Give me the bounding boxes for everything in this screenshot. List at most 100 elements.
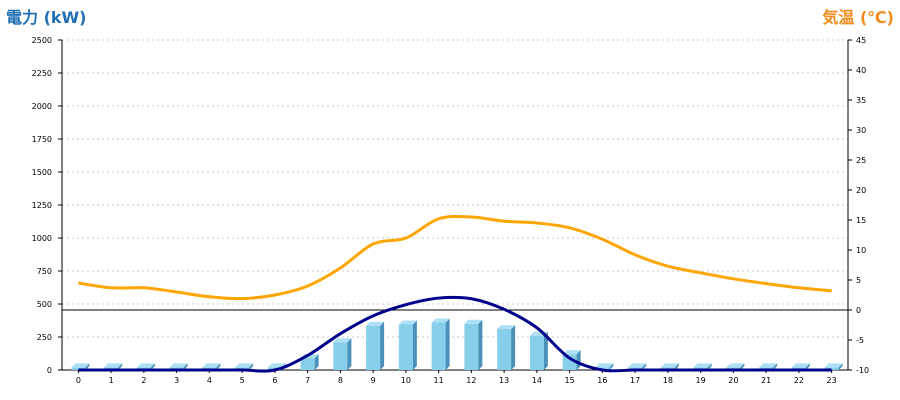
bar-top	[169, 363, 188, 368]
bar-side	[347, 338, 352, 370]
x-tick-label: 20	[728, 376, 738, 385]
x-tick-label: 9	[371, 376, 376, 385]
bar-top	[333, 338, 352, 343]
x-tick-label: 19	[696, 376, 706, 385]
x-tick-label: 8	[338, 376, 343, 385]
bar-top	[562, 350, 581, 355]
bar-side	[674, 363, 679, 370]
bar	[431, 322, 446, 370]
bar-side	[609, 363, 614, 370]
right-tick-label: -5	[856, 336, 864, 345]
bar-top	[267, 363, 286, 368]
bar	[497, 329, 512, 370]
x-tick-label: 10	[401, 376, 411, 385]
bar-top	[398, 320, 417, 325]
left-tick-label: 1000	[32, 234, 52, 243]
bar	[398, 324, 413, 370]
left-tick-label: 2500	[32, 36, 52, 45]
bar-top	[431, 318, 450, 323]
right-tick-label: 40	[856, 66, 866, 75]
bar-top	[791, 363, 810, 368]
bar-top	[71, 363, 90, 368]
left-tick-label: 500	[37, 300, 52, 309]
bar-side	[707, 363, 712, 370]
x-tick-label: 11	[434, 376, 444, 385]
right-tick-label: 10	[856, 246, 866, 255]
bar-top	[366, 321, 385, 326]
x-tick-label: 6	[272, 376, 277, 385]
bar-top	[235, 363, 254, 368]
bar-top	[497, 325, 516, 330]
bar-top	[824, 363, 843, 368]
bar-side	[445, 318, 450, 370]
x-tick-label: 2	[141, 376, 146, 385]
left-tick-label: 1750	[32, 135, 52, 144]
right-tick-label: 0	[856, 306, 861, 315]
x-tick-label: 1	[109, 376, 114, 385]
bar-top	[628, 363, 647, 368]
bar-side	[85, 363, 90, 370]
left-tick-label: 2000	[32, 102, 52, 111]
bar-side	[543, 331, 548, 370]
bar-top	[759, 363, 778, 368]
bar-side	[118, 363, 123, 370]
left-tick-label: 1250	[32, 201, 52, 210]
right-tick-label: 15	[856, 216, 866, 225]
bar-top	[726, 363, 745, 368]
left-tick-label: 2250	[32, 69, 52, 78]
bar-top	[104, 363, 123, 368]
bar	[529, 335, 544, 370]
left-tick-label: 0	[47, 366, 52, 375]
x-tick-label: 3	[174, 376, 179, 385]
bar-top	[202, 363, 221, 368]
bar	[366, 325, 381, 370]
right-tick-label: 30	[856, 126, 866, 135]
bar-top	[136, 363, 155, 368]
power-line	[78, 295, 832, 373]
bar-side	[216, 363, 221, 370]
bar-side	[838, 363, 843, 370]
bar-top	[464, 319, 483, 324]
bar	[464, 323, 479, 370]
x-tick-label: 12	[466, 376, 476, 385]
bar	[300, 358, 315, 370]
right-tick-label: 35	[856, 96, 866, 105]
left-tick-label: 1500	[32, 168, 52, 177]
left-tick-label: 250	[37, 333, 52, 342]
bar-side	[183, 363, 188, 370]
x-tick-label: 17	[630, 376, 640, 385]
x-tick-label: 23	[827, 376, 837, 385]
bar-side	[314, 354, 319, 370]
x-tick-label: 7	[305, 376, 310, 385]
right-tick-label: 25	[856, 156, 866, 165]
right-tick-label: 45	[856, 36, 866, 45]
right-axis-title: 気温 (℃)	[822, 8, 894, 27]
left-axis-title: 電力 (kW)	[6, 8, 87, 27]
right-tick-label: 20	[856, 186, 866, 195]
bar-side	[740, 363, 745, 370]
bar-top	[660, 363, 679, 368]
bar-side	[511, 325, 516, 370]
x-tick-label: 21	[761, 376, 771, 385]
x-tick-label: 4	[207, 376, 212, 385]
right-tick-label: -10	[856, 366, 869, 375]
left-tick-label: 750	[37, 267, 52, 276]
bar-side	[150, 363, 155, 370]
bar-side	[576, 350, 581, 370]
bar-top	[693, 363, 712, 368]
x-tick-label: 16	[597, 376, 607, 385]
bar	[333, 342, 348, 370]
temperature-line	[78, 214, 832, 301]
x-tick-label: 14	[532, 376, 542, 385]
x-tick-label: 22	[794, 376, 804, 385]
bar-side	[478, 319, 483, 370]
bar-top	[595, 363, 614, 368]
right-tick-label: 5	[856, 276, 861, 285]
bar-side	[642, 363, 647, 370]
bar-side	[412, 320, 417, 370]
x-tick-label: 15	[565, 376, 575, 385]
x-tick-label: 5	[240, 376, 245, 385]
bar-side	[773, 363, 778, 370]
bar-side	[805, 363, 810, 370]
